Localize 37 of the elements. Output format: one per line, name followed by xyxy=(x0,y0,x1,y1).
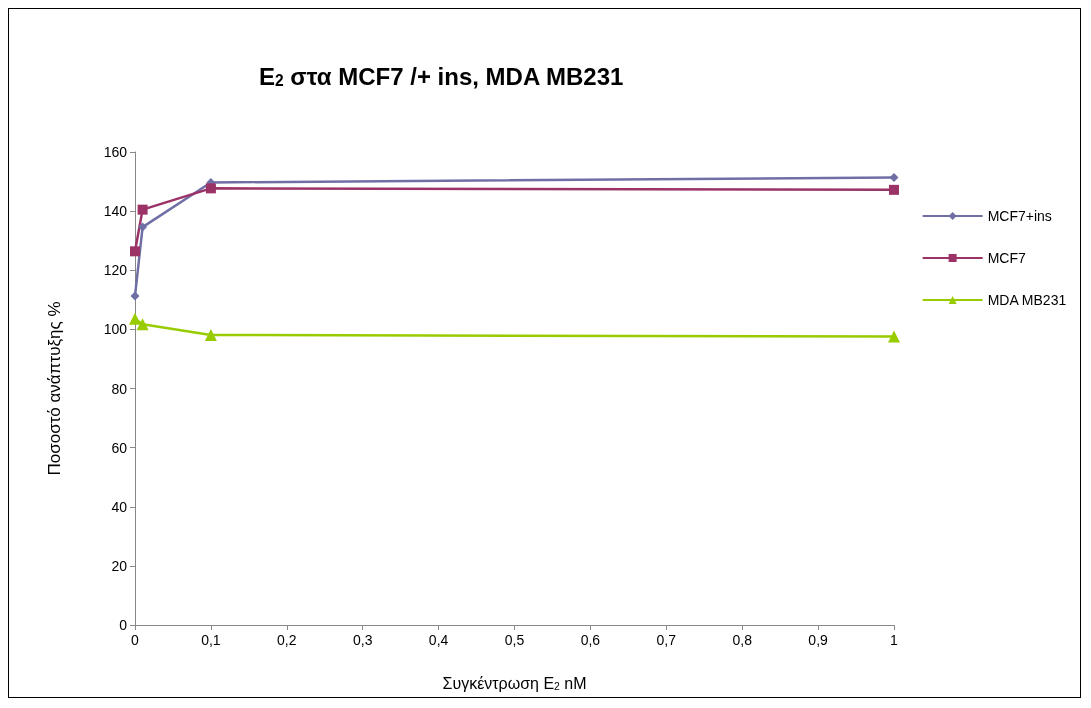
x-tick-label: 0 xyxy=(131,632,140,648)
y-tick-label: 80 xyxy=(111,380,128,397)
point xyxy=(129,312,141,325)
point xyxy=(136,318,149,331)
chart-title: E2 στα MCF7 /+ ins, MDA MB231 xyxy=(259,62,624,90)
x-tick-label: 0,9 xyxy=(808,632,829,648)
point xyxy=(130,246,140,257)
legend-label: MDA MB231 xyxy=(987,292,1067,308)
x-tick-label: 0,8 xyxy=(732,632,753,648)
y-tick-label: 20 xyxy=(111,557,128,574)
y-tick-label: 100 xyxy=(103,321,128,338)
y-tick-label: 120 xyxy=(103,262,128,279)
point xyxy=(888,330,900,343)
x-tick-label: 0,6 xyxy=(580,632,601,648)
legend-label: MCF7 xyxy=(987,250,1026,266)
point xyxy=(204,328,217,341)
point xyxy=(889,172,899,182)
x-tick-label: 0,5 xyxy=(504,632,525,648)
x-axis-title: Συγκέντρωση E2 nM xyxy=(442,674,587,692)
y-tick-label: 0 xyxy=(119,617,128,633)
point xyxy=(889,184,899,195)
y-tick-label: 40 xyxy=(111,498,128,515)
y-axis-title: Ποσοστό ανάπτυξης % xyxy=(45,301,64,476)
y-tick-label: 60 xyxy=(111,439,128,456)
point xyxy=(137,204,148,215)
x-tick-label: 0,7 xyxy=(656,632,677,648)
point xyxy=(205,183,216,194)
x-tick-label: 0,3 xyxy=(352,632,373,648)
legend-label: MCF7+ins xyxy=(987,208,1052,224)
y-tick-label: 160 xyxy=(103,144,128,160)
y-tick-label: 140 xyxy=(103,203,128,220)
x-tick-label: 0,1 xyxy=(201,632,221,648)
x-tick-label: 1 xyxy=(890,632,899,648)
point xyxy=(130,291,140,301)
x-tick-label: 0,4 xyxy=(428,632,449,648)
x-tick-label: 0,2 xyxy=(277,632,297,648)
point xyxy=(138,222,148,232)
